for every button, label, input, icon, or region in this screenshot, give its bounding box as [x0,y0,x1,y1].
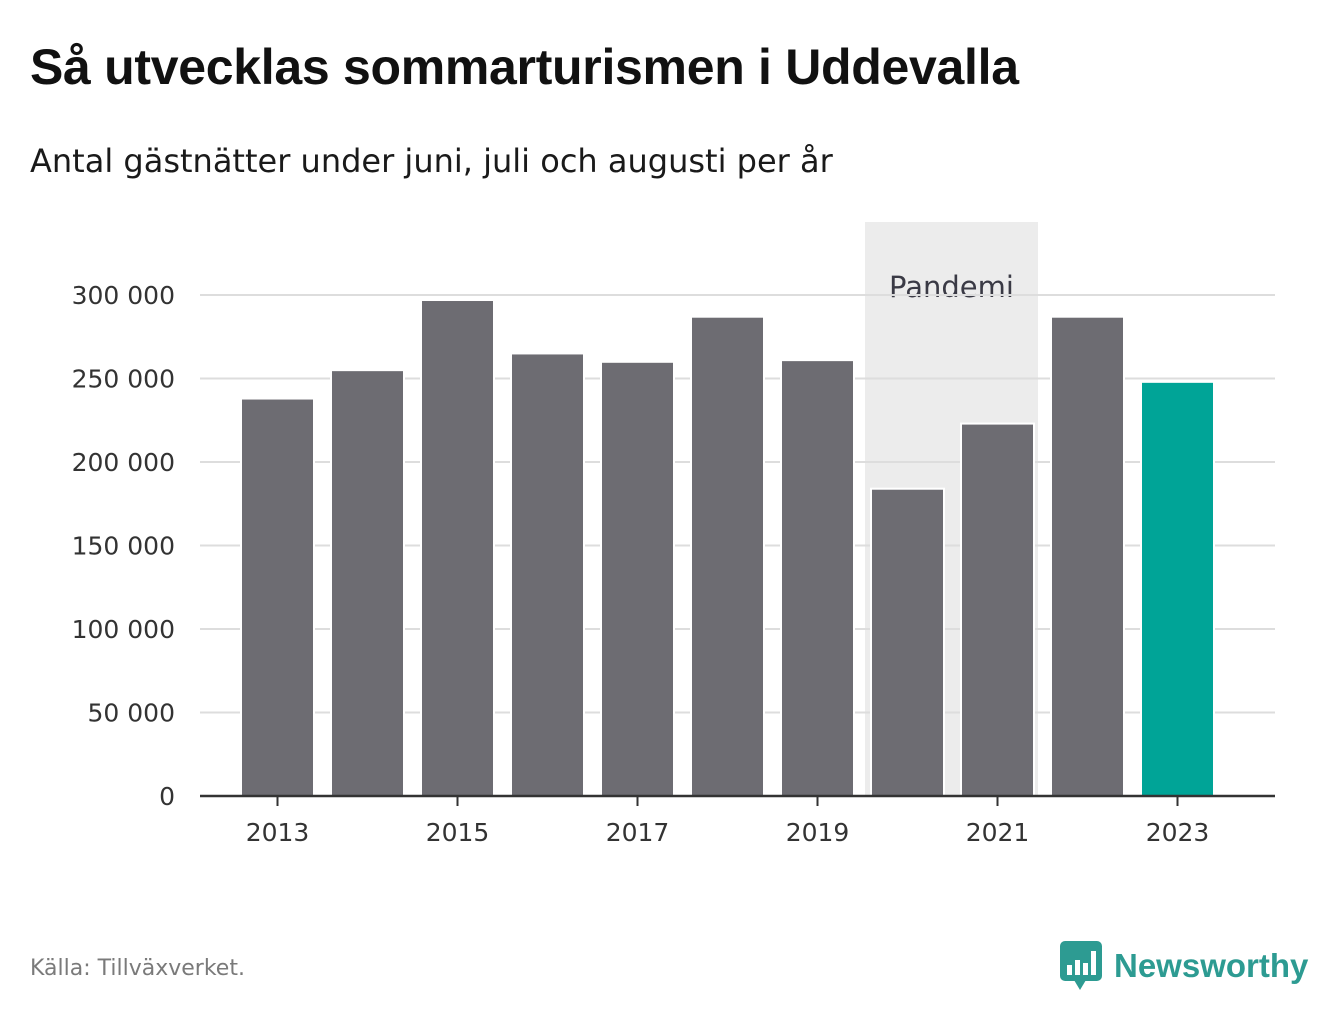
y-tick-label: 0 [159,782,175,811]
x-tick-label: 2021 [966,818,1030,847]
pandemic-label: Pandemi [889,270,1014,304]
x-tick-label: 2019 [786,818,850,847]
bar-2014 [330,369,405,797]
y-tick-label: 250 000 [72,365,175,394]
bar-2020 [870,487,945,797]
y-tick-label: 100 000 [72,615,175,644]
y-tick-label: 200 000 [72,448,175,477]
brand-logo[interactable]: Newsworthy [1060,940,1308,992]
x-tick-label: 2017 [606,818,670,847]
bar-2019 [780,359,855,797]
bar-2023 [1140,380,1215,797]
x-axis-labels: 2013 2015 2017 2019 2021 2023 [246,818,1210,847]
bar-chart: Pandemi 0 50 000 100 000 150 000 200 000 250 … [72,222,1275,847]
bar-2015 [420,299,495,797]
bar-2022 [1050,315,1125,797]
newsworthy-logo-icon [1060,941,1102,990]
y-tick-label: 150 000 [72,532,175,561]
chart-subtitle: Antal gästnätter under juni, juli och au… [30,142,833,180]
x-axis [200,794,1275,806]
y-tick-label: 50 000 [88,699,175,728]
y-tick-label: 300 000 [72,281,175,310]
source-note: Källa: Tillväxverket. [30,956,245,981]
chart-title: Så utvecklas sommarturismen i Uddevalla [30,39,1019,95]
bar-2016 [510,352,585,797]
bars [240,299,1215,797]
bar-2017 [600,360,675,797]
x-tick-label: 2015 [426,818,490,847]
x-tick-label: 2013 [246,818,310,847]
bar-2021 [960,422,1035,797]
brand-name: Newsworthy [1114,947,1309,984]
bar-2013 [240,397,315,797]
x-tick-label: 2023 [1146,818,1210,847]
y-axis-labels: 0 50 000 100 000 150 000 200 000 250 000 300 0… [72,281,175,811]
bar-2018 [690,315,765,797]
